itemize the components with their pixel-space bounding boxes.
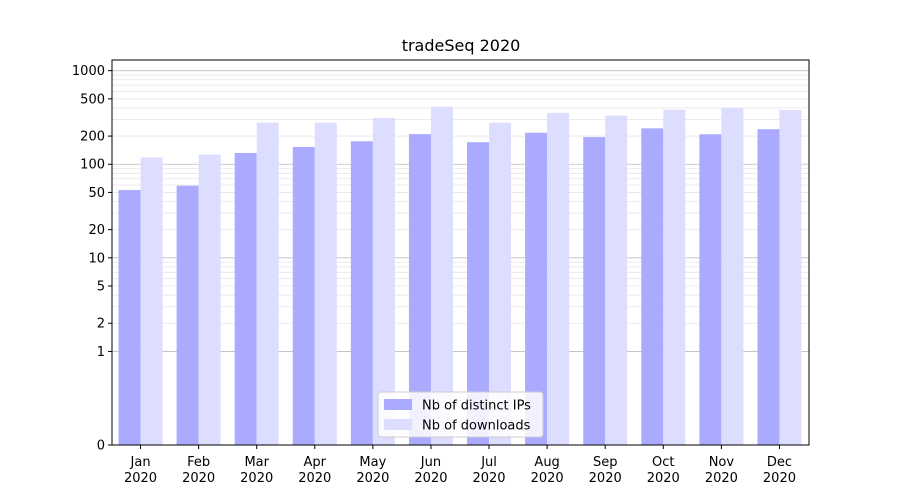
y-tick-label: 0	[97, 439, 105, 454]
x-tick-label-month: Feb	[187, 455, 210, 470]
bar-downloads	[198, 154, 221, 445]
y-tick-label: 1000	[72, 64, 105, 79]
y-tick-label: 200	[80, 130, 105, 145]
x-tick-label-month: Mar	[244, 455, 269, 470]
plot-frame	[111, 59, 810, 446]
y-tick-label: 1	[97, 345, 105, 360]
grid	[112, 70, 809, 352]
bar-downloads	[489, 122, 512, 446]
y-axis: 0 1 2 5 10 20 50 100 200 500 1000	[72, 64, 112, 454]
x-tick-label-year: 2020	[356, 471, 389, 486]
x-tick-label-month: Apr	[304, 455, 327, 470]
bar-downloads	[663, 109, 686, 445]
bar-downloads	[721, 107, 744, 446]
x-tick-label-month: Sep	[593, 455, 618, 470]
x-tick-label-month: Aug	[534, 455, 559, 470]
y-tick-label: 100	[80, 158, 105, 173]
bar-downloads	[372, 118, 395, 446]
x-tick-label-year: 2020	[414, 471, 447, 486]
x-tick-label-month: Jun	[420, 455, 441, 470]
chart-title: tradeSeq 2020	[402, 36, 521, 55]
x-tick-label-month: Jan	[130, 455, 151, 470]
x-tick-label-year: 2020	[298, 471, 331, 486]
bar-downloads	[430, 106, 453, 445]
bar-downloads	[779, 109, 802, 446]
bar-distinct-ips	[641, 128, 664, 445]
bar-distinct-ips	[176, 185, 199, 446]
x-tick-label-year: 2020	[763, 471, 796, 486]
y-tick-label: 500	[80, 92, 105, 107]
x-tick-label-month: Jul	[480, 455, 497, 470]
x-tick-label-month: Dec	[767, 455, 792, 470]
x-tick-label-year: 2020	[705, 471, 738, 486]
bar-distinct-ips	[234, 152, 257, 445]
bar-distinct-ips	[408, 134, 431, 446]
legend-swatch-distinct-ips	[384, 399, 412, 410]
y-tick-label: 2	[97, 317, 105, 332]
x-tick-label-year: 2020	[124, 471, 157, 486]
bar-distinct-ips	[757, 129, 780, 446]
bar-distinct-ips	[118, 190, 141, 445]
legend-label-distinct-ips: Nb of distinct IPs	[422, 399, 531, 414]
bar-distinct-ips	[525, 132, 548, 445]
bar-distinct-ips	[467, 142, 490, 445]
legend: Nb of distinct IPs Nb of downloads	[377, 391, 544, 438]
x-tick-label-year: 2020	[531, 471, 564, 486]
y-tick-label: 50	[88, 186, 105, 201]
y-tick-label: 5	[97, 280, 105, 295]
y-tick-label: 10	[88, 251, 105, 266]
x-tick-label-month: May	[359, 455, 386, 470]
x-axis: Jan2020Feb2020Mar2020Apr2020May2020Jun20…	[124, 445, 796, 486]
y-tick-label: 20	[88, 223, 105, 238]
bar-downloads	[605, 115, 628, 445]
bar-distinct-ips	[292, 146, 315, 446]
legend-swatch-downloads	[384, 419, 412, 430]
bar-distinct-ips	[583, 137, 606, 445]
legend-box	[377, 391, 544, 438]
x-tick-label-year: 2020	[647, 471, 680, 486]
x-tick-label-month: Nov	[709, 455, 735, 470]
bar-downloads	[256, 122, 279, 446]
x-tick-label-month: Oct	[652, 455, 674, 470]
bar-downloads	[314, 122, 337, 446]
x-tick-label-year: 2020	[182, 471, 215, 486]
x-tick-label-year: 2020	[240, 471, 273, 486]
bar-downloads	[547, 112, 570, 446]
x-tick-label-year: 2020	[589, 471, 622, 486]
bar-downloads	[140, 157, 163, 445]
bars	[118, 106, 802, 446]
x-tick-label-year: 2020	[472, 471, 505, 486]
bar-distinct-ips	[699, 134, 722, 445]
legend-label-downloads: Nb of downloads	[422, 419, 531, 434]
bar-distinct-ips	[350, 141, 373, 446]
